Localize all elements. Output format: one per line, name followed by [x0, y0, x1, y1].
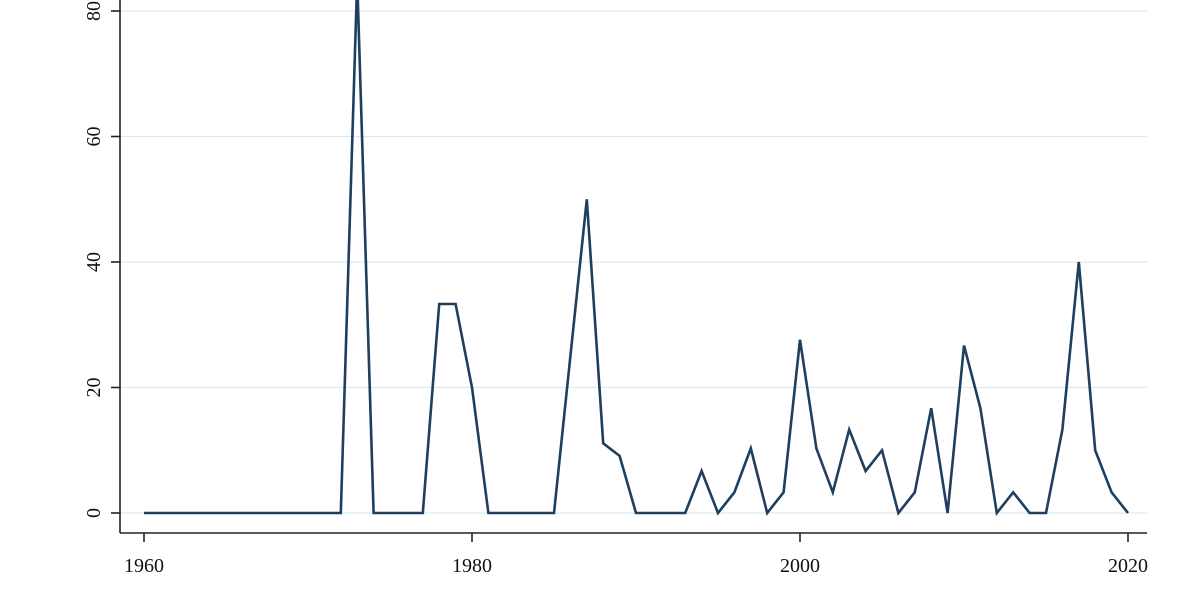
x-tick-label-2000: 2000: [780, 555, 820, 577]
x-axis-ticks: 1960 1980 2000 2020: [124, 533, 1148, 577]
y-tick-label-20: 20: [83, 378, 105, 398]
y-tick-label-40: 40: [83, 252, 105, 272]
y-axis-ticks: 0 20 40 60 80: [83, 1, 120, 518]
y-tick-label-0: 0: [83, 508, 105, 518]
gridlines: [120, 10, 1147, 514]
axes: [119, 0, 1147, 534]
series-line-0: [144, 0, 1130, 517]
y-tick-label-60: 60: [83, 127, 105, 147]
x-tick-label-2020: 2020: [1108, 555, 1148, 577]
x-tick-label-1980: 1980: [452, 555, 492, 577]
series: [144, 0, 1130, 517]
x-tick-label-1960: 1960: [124, 555, 164, 577]
y-tick-label-80: 80: [83, 1, 105, 21]
